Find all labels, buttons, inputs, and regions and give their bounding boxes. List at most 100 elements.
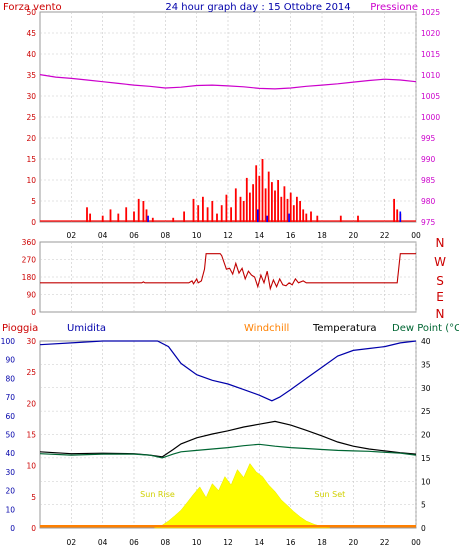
x-tick-label: 14	[255, 538, 265, 547]
wind-bar	[125, 207, 128, 222]
x-tick-label: 06	[129, 538, 139, 547]
rain-tick-label: 20	[26, 399, 36, 408]
wind-bar	[109, 209, 112, 222]
x-tick-label: 00	[411, 231, 421, 240]
humidity-tick-label: 80	[5, 374, 15, 383]
solar-radiation-series	[154, 463, 330, 529]
wind-bar	[393, 198, 395, 222]
wind-bar	[86, 207, 88, 222]
wind-gust-bar	[399, 211, 402, 222]
wind-bar	[192, 198, 195, 222]
pressure-tick-label: 1015	[421, 50, 440, 59]
x-tick-label: 20	[349, 538, 359, 547]
x-tick-label: 16	[286, 231, 296, 240]
x-tick-label: 00	[411, 538, 421, 547]
pressure-axis-label: Pressione	[370, 2, 418, 13]
wind-bar	[172, 217, 175, 222]
sun-annotations: Sun Rise Sun Set	[140, 490, 345, 499]
wind-bar	[283, 186, 286, 222]
wind-bar	[264, 188, 267, 222]
x-tick-label: 18	[317, 231, 327, 240]
wind-tick-label: 35	[26, 71, 36, 80]
rain-baseline	[40, 525, 416, 528]
wind-axis-label: Forza vento	[3, 2, 62, 13]
pressure-tick-label: 995	[421, 134, 436, 143]
rain-tick-label: 10	[26, 462, 36, 471]
wind-bar	[216, 213, 218, 222]
rain-tick-label: 25	[26, 368, 36, 377]
x-tick-label: 08	[161, 538, 171, 547]
x-tick-label: 08	[161, 231, 171, 240]
wind-bar	[202, 196, 204, 222]
wind-bar	[296, 196, 298, 222]
wind-bar	[137, 198, 140, 222]
temperature-tick-label: 20	[421, 431, 431, 440]
x-tick-label: 10	[192, 538, 202, 547]
wind-bar	[357, 215, 359, 222]
wind-bar	[267, 171, 270, 222]
x-tick-label: 12	[223, 538, 233, 547]
x-tick-label: 04	[98, 538, 108, 547]
solar-area	[154, 463, 330, 529]
wind-bar	[277, 180, 279, 222]
humidity-tick-label: 100	[1, 337, 16, 346]
chart-title: 24 hour graph day : 15 Ottobre 2014	[165, 2, 350, 13]
x-tick-label: 02	[67, 231, 77, 240]
pressure-tick-label: 975	[421, 218, 436, 227]
direction-tick-label: 0	[31, 308, 36, 317]
rain-tick-label: 0	[31, 524, 36, 533]
wind-speed-series	[40, 159, 416, 222]
wind-bar	[211, 201, 214, 222]
wind-gust-series	[147, 209, 402, 222]
wind-tick-label: 20	[26, 134, 36, 143]
rain-humidity-temperature-x-axis: 02 04 06 08 10 12 14 16 18 20 22 00	[67, 538, 421, 547]
rain-tick-label: 30	[26, 337, 36, 346]
wind-bar	[142, 201, 145, 222]
pressure-line	[39, 74, 417, 90]
humidity-tick-label: 50	[5, 431, 15, 440]
pressure-tick-label: 990	[421, 155, 436, 164]
direction-tick-label: 180	[22, 273, 37, 282]
x-tick-label: 22	[380, 538, 390, 547]
temperature-tick-label: 0	[421, 524, 426, 533]
humidity-axis: 0 10 20 30 40 50 60 70 80 90 100	[1, 337, 16, 533]
wind-bar	[206, 207, 209, 222]
direction-degrees-axis: 0 90 180 270 360	[22, 238, 37, 317]
temperature-legend: Temperatura	[312, 323, 377, 334]
wind-bar	[252, 184, 254, 222]
rain-tick-label: 5	[31, 493, 36, 502]
sunset-label: Sun Set	[314, 490, 345, 499]
wind-bar	[234, 188, 237, 222]
wind-bar	[316, 215, 319, 222]
wind-bar	[225, 194, 228, 222]
pressure-tick-label: 985	[421, 176, 436, 185]
compass-label: S	[436, 274, 444, 288]
wind-tick-label: 45	[26, 29, 36, 38]
wind-bar	[230, 207, 232, 222]
wind-bar	[289, 192, 292, 222]
pressure-tick-label: 1020	[421, 29, 440, 38]
dewpoint-line	[39, 443, 417, 459]
wind-bar	[310, 211, 312, 222]
wind-bar	[151, 217, 154, 222]
humidity-temperature-dewpoint-series	[39, 340, 417, 459]
rain-series	[40, 525, 416, 528]
wind-bar	[292, 205, 295, 222]
pressure-tick-label: 1000	[421, 113, 440, 122]
wind-bar	[242, 201, 245, 222]
wind-tick-label: 5	[31, 197, 36, 206]
pressure-series	[39, 74, 417, 90]
pressure-tick-label: 1025	[421, 8, 440, 17]
wind-bar	[101, 215, 104, 222]
pressure-tick-label: 1005	[421, 92, 440, 101]
wind-bar	[258, 175, 261, 222]
wind-bar	[245, 177, 248, 222]
rain-axis: 0 5 10 15 20 25 30	[26, 337, 36, 533]
wind-bar	[220, 205, 223, 222]
temperature-tick-label: 25	[421, 407, 431, 416]
sunrise-label: Sun Rise	[140, 490, 175, 499]
x-tick-label: 04	[98, 231, 108, 240]
rain-tick-label: 15	[26, 431, 36, 440]
wind-bar	[302, 209, 305, 222]
wind-direction-line	[40, 253, 416, 291]
